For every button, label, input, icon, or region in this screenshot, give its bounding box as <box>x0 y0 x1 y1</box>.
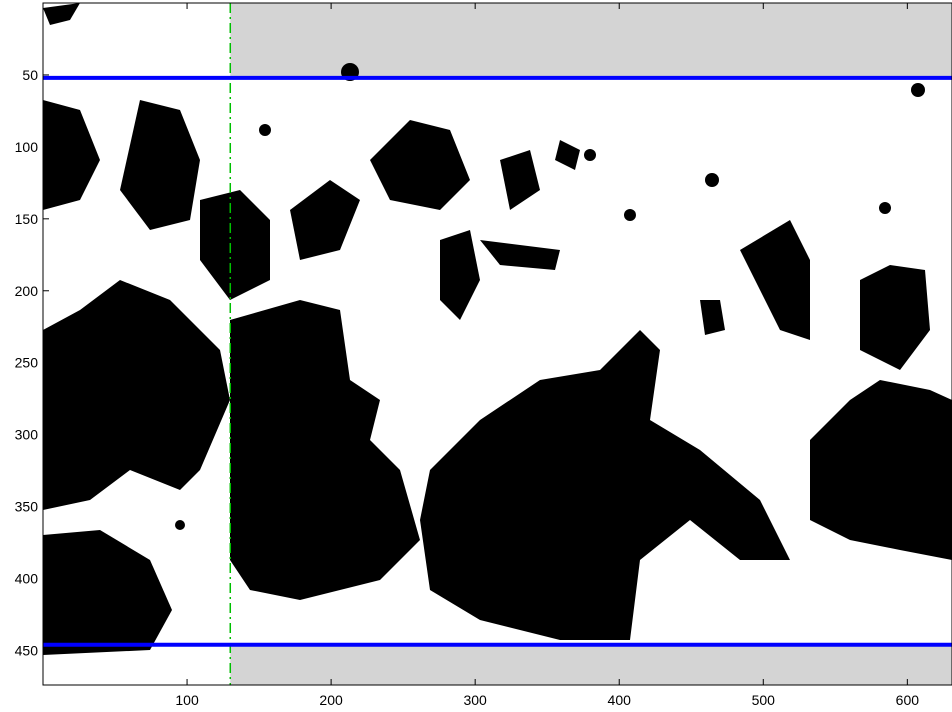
blob <box>259 124 271 136</box>
shaded-region <box>230 645 952 685</box>
x-tick-label: 400 <box>608 692 632 708</box>
blob <box>705 173 719 187</box>
blob <box>879 202 891 214</box>
y-tick-label: 450 <box>15 642 39 658</box>
x-tick-label: 500 <box>752 692 776 708</box>
blob <box>584 149 596 161</box>
y-tick-label: 200 <box>15 283 39 299</box>
blob <box>175 520 185 530</box>
x-tick-label: 200 <box>319 692 343 708</box>
y-tick-label: 350 <box>15 499 39 515</box>
y-tick-label: 100 <box>15 139 39 155</box>
blob <box>911 83 925 97</box>
y-tick-label: 300 <box>15 427 39 443</box>
x-tick-label: 300 <box>463 692 487 708</box>
blob <box>624 209 636 221</box>
shaded-region <box>230 3 952 78</box>
x-tick-label: 100 <box>175 692 199 708</box>
y-tick-label: 50 <box>22 67 38 83</box>
x-tick-label: 600 <box>896 692 920 708</box>
page: 100 200 300 400 500 600 50 100 150 200 250 300 350 40… <box>0 0 952 712</box>
y-tick-label: 400 <box>15 571 39 587</box>
y-tick-label: 150 <box>15 211 39 227</box>
figure: 100 200 300 400 500 600 50 100 150 200 250 300 350 40… <box>0 0 952 712</box>
y-tick-label: 250 <box>15 355 39 371</box>
